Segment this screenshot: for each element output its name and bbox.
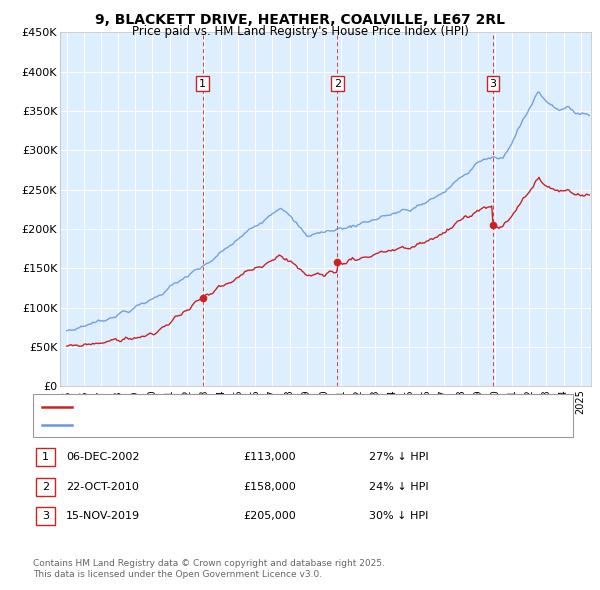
Text: 27% ↓ HPI: 27% ↓ HPI — [369, 453, 428, 462]
Text: 22-OCT-2010: 22-OCT-2010 — [66, 482, 139, 491]
Text: 30% ↓ HPI: 30% ↓ HPI — [369, 512, 428, 521]
Text: Contains HM Land Registry data © Crown copyright and database right 2025.
This d: Contains HM Land Registry data © Crown c… — [33, 559, 385, 579]
Text: 3: 3 — [42, 512, 49, 521]
Text: 9, BLACKETT DRIVE, HEATHER, COALVILLE, LE67 2RL (detached house): 9, BLACKETT DRIVE, HEATHER, COALVILLE, L… — [79, 402, 447, 412]
Text: 1: 1 — [199, 78, 206, 88]
Text: £158,000: £158,000 — [243, 482, 296, 491]
Text: 2: 2 — [334, 78, 341, 88]
Text: Price paid vs. HM Land Registry's House Price Index (HPI): Price paid vs. HM Land Registry's House … — [131, 25, 469, 38]
Text: £205,000: £205,000 — [243, 512, 296, 521]
Text: 24% ↓ HPI: 24% ↓ HPI — [369, 482, 428, 491]
Text: 3: 3 — [490, 78, 496, 88]
Text: 06-DEC-2002: 06-DEC-2002 — [66, 453, 139, 462]
Text: 9, BLACKETT DRIVE, HEATHER, COALVILLE, LE67 2RL: 9, BLACKETT DRIVE, HEATHER, COALVILLE, L… — [95, 13, 505, 27]
Text: 15-NOV-2019: 15-NOV-2019 — [66, 512, 140, 521]
Text: 1: 1 — [42, 453, 49, 462]
Text: £113,000: £113,000 — [243, 453, 296, 462]
Text: HPI: Average price, detached house, North West Leicestershire: HPI: Average price, detached house, Nort… — [79, 419, 407, 430]
Text: 2: 2 — [42, 482, 49, 491]
